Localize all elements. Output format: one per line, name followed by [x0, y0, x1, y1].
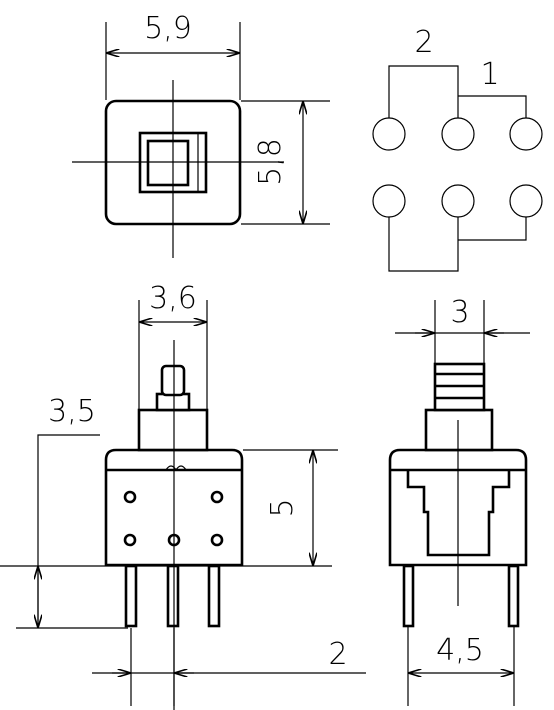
front-pin	[207, 564, 221, 628]
dim-front-body-height: 5	[265, 498, 300, 517]
dim-top-height: 5,8	[253, 138, 288, 186]
pin-connection-top-left	[388, 65, 459, 118]
pin-connection-bottom-right	[458, 217, 527, 241]
front-button-neck	[155, 392, 191, 412]
pin-hole	[509, 184, 543, 218]
front-pin	[166, 564, 180, 628]
pin-hole	[441, 117, 475, 151]
top-view-button-inner	[146, 139, 190, 187]
dim-side-button-width: 3	[450, 295, 469, 330]
dim-front-button-width: 3,6	[149, 281, 197, 316]
pin-hole	[372, 184, 406, 218]
front-pin	[124, 564, 138, 628]
front-stem	[137, 408, 209, 452]
dim-front-pin-pitch: 2	[328, 637, 347, 672]
dim-side-pin-span: 4,5	[436, 633, 484, 668]
dim-top-width: 5,9	[144, 11, 192, 46]
pin-hole	[441, 184, 475, 218]
side-pin	[402, 564, 415, 628]
pin-connection-bottom-left	[388, 217, 459, 272]
pin-group-label-2: 2	[414, 25, 433, 60]
front-view: 3,6 3,5 5 2	[0, 281, 366, 710]
top-view: 5,9 5,8	[72, 11, 330, 258]
pin-hole	[372, 117, 406, 151]
dim-front-left-height: 3,5	[48, 394, 96, 429]
front-button-cap	[160, 364, 186, 397]
pin-hole	[509, 117, 543, 151]
side-view: 3 4,5	[388, 295, 530, 706]
side-stem	[424, 408, 494, 452]
pin-layout: 2 1	[372, 25, 543, 272]
side-pin	[507, 564, 520, 628]
pin-group-label-1: 1	[480, 57, 499, 92]
pin-connection-top-right	[458, 95, 527, 118]
